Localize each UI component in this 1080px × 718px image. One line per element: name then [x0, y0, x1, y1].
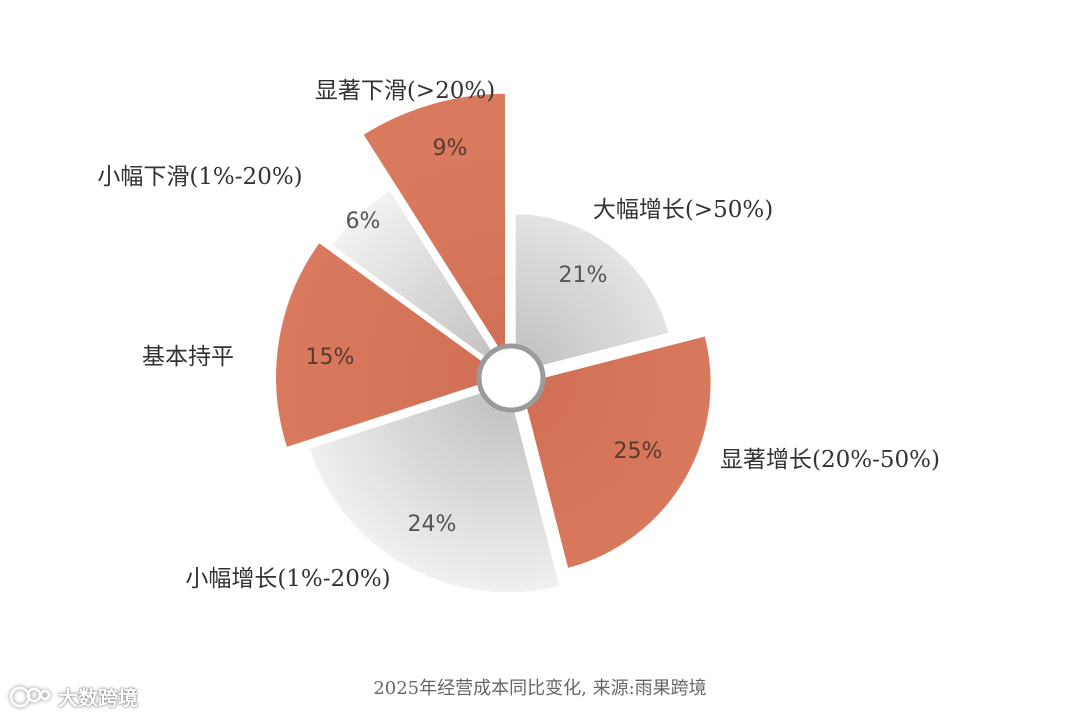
watermark: 大数跨境 — [8, 682, 138, 711]
slice-value-label: 25% — [614, 439, 663, 464]
slice-value-label: 6% — [346, 209, 381, 234]
chart-caption: 2025年经营成本同比变化, 来源:雨果跨境 — [373, 678, 707, 699]
pie-slice — [329, 188, 508, 375]
chat-bubble-logo-icon — [9, 686, 51, 707]
slice-category-label: 小幅增长(1%-20%) — [185, 566, 390, 592]
slice-value-label: 15% — [306, 345, 355, 370]
pie-slice — [360, 91, 507, 365]
slice-value-label: 9% — [433, 136, 468, 161]
slice-value-label: 21% — [559, 263, 608, 288]
slice-value-label: 24% — [408, 512, 457, 537]
slice-category-label: 显著下滑(>20%) — [315, 78, 495, 104]
slice-category-label: 显著增长(20%-50%) — [720, 447, 940, 473]
watermark-text: 大数跨境 — [58, 686, 138, 710]
pie-slice — [513, 212, 671, 375]
slice-category-label: 大幅增长(>50%) — [593, 197, 773, 223]
pie-slice — [307, 381, 562, 595]
center-hole — [476, 343, 546, 413]
slice-category-label: 小幅下滑(1%-20%) — [97, 164, 302, 190]
pie-slice — [518, 334, 713, 571]
pie-slice — [274, 240, 508, 450]
slice-category-label: 基本持平 — [142, 344, 234, 370]
